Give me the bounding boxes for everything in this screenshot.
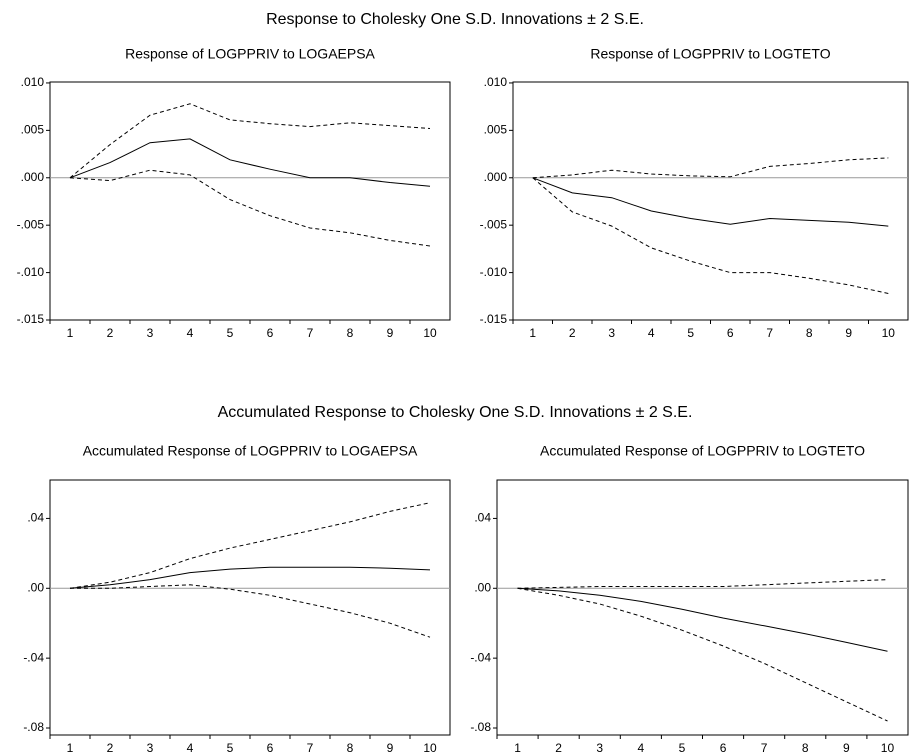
x-tick-label: 2	[107, 326, 114, 340]
x-tick-label: 6	[267, 741, 274, 753]
x-tick-label: 7	[766, 326, 773, 340]
x-tick-label: 10	[423, 741, 437, 753]
x-tick-label: 1	[67, 326, 74, 340]
y-tick-label: -.04	[23, 650, 44, 664]
x-tick-label: 2	[569, 326, 576, 340]
x-tick-label: 1	[529, 326, 536, 340]
y-tick-label: .00	[27, 580, 44, 594]
x-tick-label: 6	[267, 326, 274, 340]
band-line	[517, 579, 888, 589]
response-line	[69, 138, 431, 187]
x-tick-label: 2	[555, 741, 562, 753]
y-tick-label: .000	[21, 170, 45, 184]
y-tick-label: .04	[27, 511, 44, 525]
y-tick-label: .000	[484, 170, 508, 184]
x-tick-label: 5	[227, 741, 234, 753]
y-tick-label: .005	[21, 123, 45, 137]
y-tick-label: .010	[484, 75, 508, 89]
band-line	[70, 584, 431, 638]
x-tick-label: 4	[638, 741, 645, 753]
y-tick-label: -.005	[17, 217, 45, 231]
x-tick-label: 1	[67, 741, 74, 753]
plot-frame	[496, 479, 909, 736]
x-tick-label: 6	[727, 326, 734, 340]
x-tick-label: 7	[307, 741, 314, 753]
x-tick-label: 5	[687, 326, 694, 340]
band-line	[532, 157, 889, 179]
band-line	[517, 587, 888, 722]
x-tick-label: 10	[882, 326, 896, 340]
group-title: Response to Cholesky One S.D. Innovation…	[266, 11, 644, 28]
plot-frame	[512, 81, 909, 321]
y-tick-label: -.005	[480, 217, 508, 231]
x-tick-label: 3	[147, 741, 154, 753]
y-tick-label: -.015	[17, 312, 45, 326]
x-tick-label: 6	[720, 741, 727, 753]
x-tick-label: 8	[347, 326, 354, 340]
x-tick-label: 8	[806, 326, 813, 340]
x-tick-label: 10	[423, 326, 437, 340]
y-tick-label: .00	[474, 580, 491, 594]
x-tick-label: 1	[514, 741, 521, 753]
chart-title: Accumulated Response of LOGPPRIV to LOGA…	[83, 443, 418, 459]
x-tick-label: 8	[802, 741, 809, 753]
response-line	[532, 177, 889, 227]
response-line	[69, 566, 431, 589]
chart-title: Response of LOGPPRIV to LOGTETO	[590, 46, 830, 62]
x-tick-label: 4	[648, 326, 655, 340]
chart-title: Accumulated Response of LOGPPRIV to LOGT…	[540, 443, 865, 459]
group-title: Accumulated Response to Cholesky One S.D…	[218, 404, 693, 421]
y-tick-label: -.010	[17, 265, 45, 279]
y-tick-label: -.08	[470, 720, 491, 734]
band-line	[69, 103, 431, 179]
x-tick-label: 9	[387, 741, 394, 753]
y-tick-label: -.010	[480, 265, 508, 279]
x-tick-label: 5	[227, 326, 234, 340]
x-tick-label: 9	[843, 741, 850, 753]
x-tick-label: 7	[307, 326, 314, 340]
x-tick-label: 10	[881, 741, 895, 753]
band-line	[532, 177, 889, 294]
x-tick-label: 8	[347, 741, 354, 753]
x-tick-label: 4	[187, 741, 194, 753]
band-line	[69, 169, 431, 247]
x-tick-label: 4	[187, 326, 194, 340]
chart-title: Response of LOGPPRIV to LOGAEPSA	[125, 46, 375, 62]
y-tick-label: -.015	[480, 312, 508, 326]
plot-frame	[49, 479, 451, 736]
y-tick-label: -.04	[470, 650, 491, 664]
y-tick-label: .010	[21, 75, 45, 89]
x-tick-label: 3	[608, 326, 615, 340]
x-tick-label: 3	[147, 326, 154, 340]
y-tick-label: -.08	[23, 720, 44, 734]
band-line	[69, 502, 431, 589]
x-tick-label: 2	[107, 741, 114, 753]
y-tick-label: .04	[474, 511, 491, 525]
y-tick-label: .005	[484, 123, 508, 137]
x-tick-label: 3	[596, 741, 603, 753]
plot-frame	[49, 81, 451, 321]
x-tick-label: 7	[761, 741, 768, 753]
x-tick-label: 5	[679, 741, 686, 753]
x-tick-label: 9	[387, 326, 394, 340]
x-tick-label: 9	[845, 326, 852, 340]
response-line	[517, 587, 888, 652]
